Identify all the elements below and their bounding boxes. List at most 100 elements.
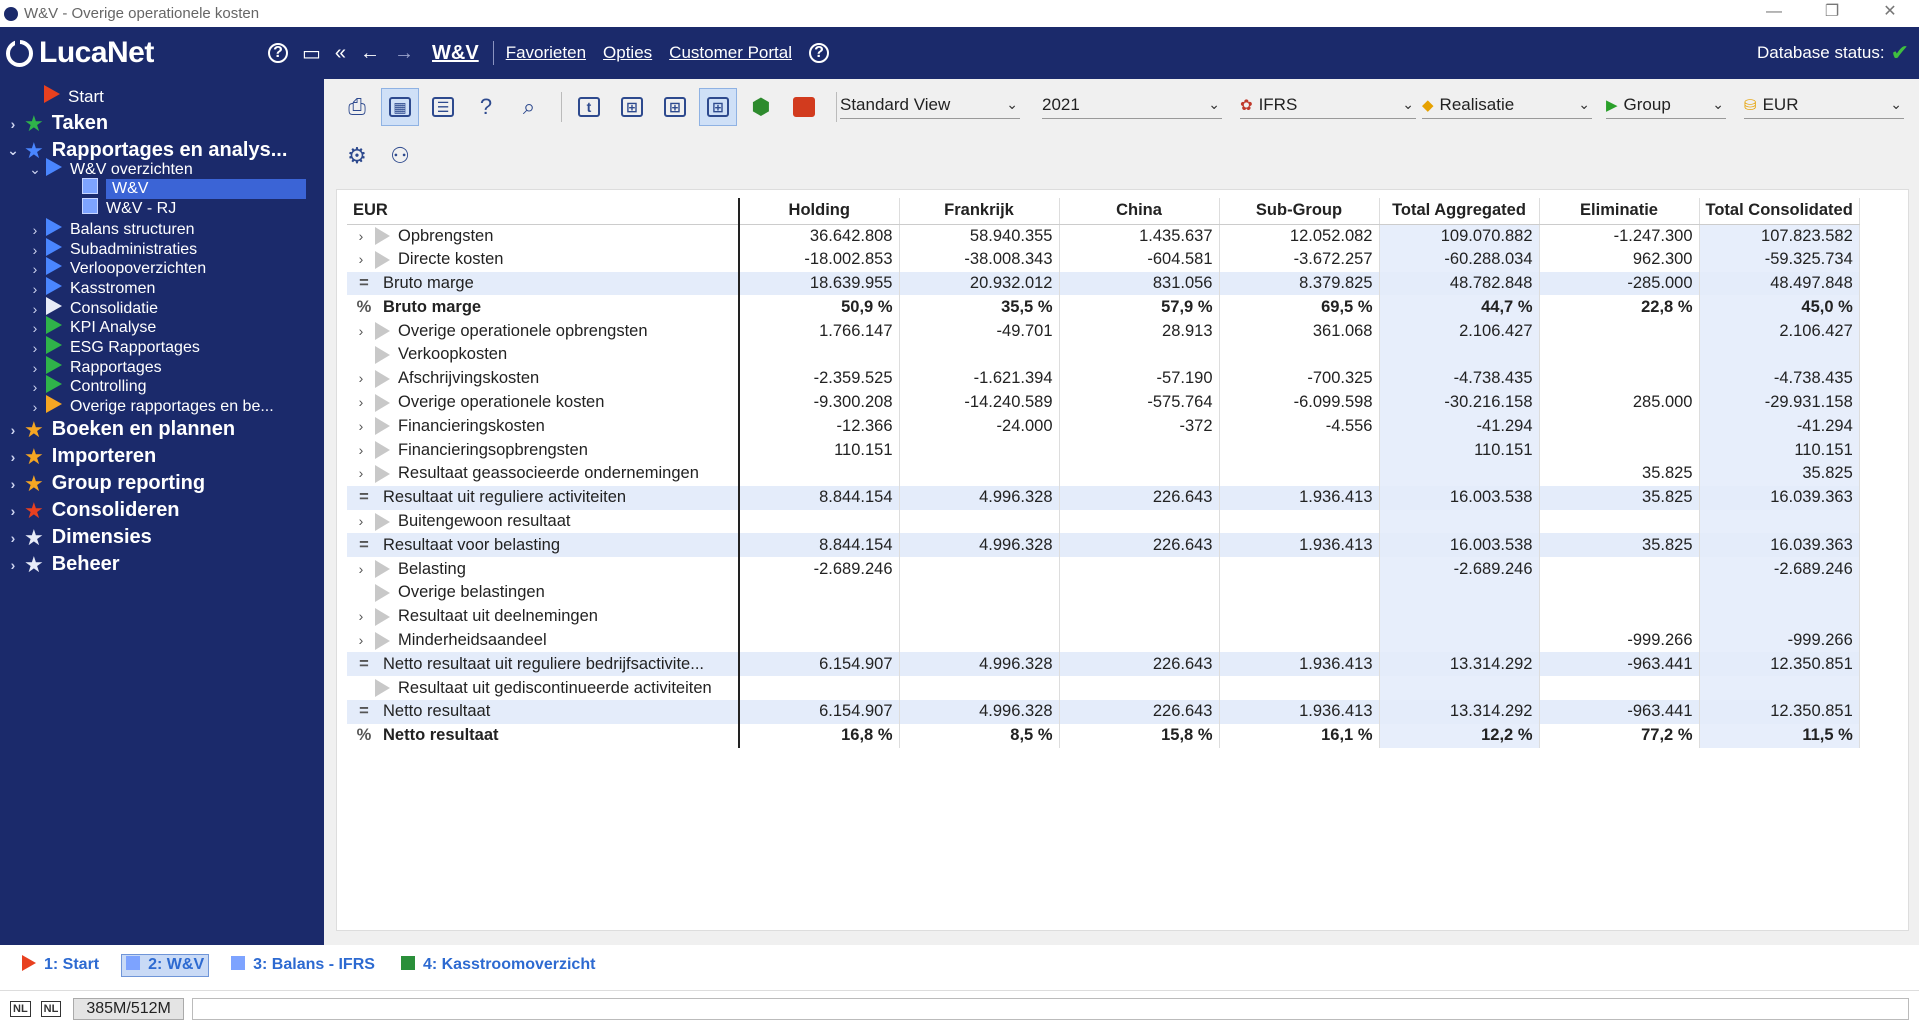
row-label-cell[interactable]: = Netto resultaat: [347, 699, 740, 724]
task-tab[interactable]: 1: Start: [18, 954, 103, 977]
help-circle-icon[interactable]: ?: [479, 94, 493, 119]
value-cell[interactable]: 13.314.292: [1379, 652, 1540, 677]
sidebar-item[interactable]: › Consolidatie: [28, 297, 158, 320]
value-cell[interactable]: 45,0 %: [1699, 295, 1860, 320]
expand-chevron-icon[interactable]: ›: [358, 322, 364, 339]
value-cell[interactable]: -60.288.034: [1379, 247, 1540, 272]
value-cell[interactable]: [739, 604, 900, 629]
value-cell[interactable]: [1699, 580, 1860, 605]
table-row[interactable]: › Belasting -2.689.246 -2.689.246 -2.689.246: [347, 557, 1860, 581]
value-cell[interactable]: -2.359.525: [739, 366, 900, 391]
expand-chevron-icon[interactable]: ›: [358, 560, 364, 577]
cube-icon[interactable]: ⬢: [751, 94, 771, 119]
table-row[interactable]: = Netto resultaat uit reguliere bedrijfsa…: [347, 652, 1860, 677]
value-cell[interactable]: [1059, 461, 1220, 486]
sidebar-item[interactable]: › Subadministraties: [28, 238, 197, 261]
chevron-icon[interactable]: ›: [32, 359, 38, 376]
table-row[interactable]: = Bruto marge 18.639.955 20.932.012 831.056 8…: [347, 271, 1860, 296]
value-cell[interactable]: -4.738.435: [1699, 366, 1860, 391]
value-cell[interactable]: 1.435.637: [1059, 224, 1220, 248]
value-cell[interactable]: -29.931.158: [1699, 390, 1860, 415]
value-cell[interactable]: 57,9 %: [1059, 295, 1220, 320]
chevron-icon[interactable]: ⌄: [29, 161, 41, 177]
value-cell[interactable]: [1219, 580, 1380, 605]
scenario-select[interactable]: ◆ Realisatie ⌄: [1422, 93, 1592, 119]
table-row[interactable]: Resultaat uit gediscontinueerde activite…: [347, 676, 1860, 700]
table-row[interactable]: › Resultaat uit deelnemingen: [347, 604, 1860, 629]
value-cell[interactable]: [1379, 628, 1540, 653]
row-label-cell[interactable]: › Directe kosten: [347, 247, 740, 272]
row-label-cell[interactable]: › Financieringsopbrengsten: [347, 438, 740, 462]
value-cell[interactable]: 4.996.328: [899, 652, 1060, 677]
value-cell[interactable]: 4.996.328: [899, 485, 1060, 510]
chevron-icon[interactable]: ›: [32, 221, 38, 238]
value-cell[interactable]: [1379, 580, 1540, 605]
value-cell[interactable]: -30.216.158: [1379, 390, 1540, 415]
value-cell[interactable]: 18.639.955: [739, 271, 900, 296]
grid-full-icon[interactable]: ⊞: [699, 88, 737, 126]
value-cell[interactable]: 110.151: [1379, 438, 1540, 462]
value-cell[interactable]: -9.300.208: [739, 390, 900, 415]
sidebar-item[interactable]: › ★ Consolideren: [6, 499, 180, 522]
value-cell[interactable]: -999.266: [1699, 628, 1860, 653]
value-cell[interactable]: [739, 628, 900, 653]
chevron-icon[interactable]: ›: [32, 339, 38, 356]
table-row[interactable]: Overige belastingen: [347, 580, 1860, 605]
column-header[interactable]: Total Consolidated: [1699, 198, 1860, 225]
chevron-icon[interactable]: ›: [32, 378, 38, 395]
value-cell[interactable]: 962.300: [1539, 247, 1700, 272]
expand-chevron-icon[interactable]: ›: [358, 370, 364, 387]
table-row[interactable]: = Resultaat voor belasting 8.844.154 4.996.…: [347, 533, 1860, 558]
value-cell[interactable]: 109.070.882: [1379, 224, 1540, 248]
sidebar-item[interactable]: › Kasstromen: [28, 277, 155, 300]
value-cell[interactable]: -2.689.246: [1379, 557, 1540, 581]
double-back-icon[interactable]: «: [334, 41, 347, 64]
row-label-cell[interactable]: › Afschrijvingskosten: [347, 366, 740, 391]
value-cell[interactable]: 22,8 %: [1539, 295, 1700, 320]
value-cell[interactable]: [1059, 509, 1220, 534]
row-label-cell[interactable]: = Netto resultaat uit reguliere bedrijfsa…: [347, 652, 740, 677]
view-select[interactable]: Standard View ⌄: [840, 93, 1020, 119]
row-label-cell[interactable]: › Financieringskosten: [347, 414, 740, 439]
value-cell[interactable]: [899, 676, 1060, 700]
value-cell[interactable]: 35,5 %: [899, 295, 1060, 320]
sidebar-item[interactable]: Start: [26, 85, 104, 108]
value-cell[interactable]: [739, 461, 900, 486]
value-cell[interactable]: -6.099.598: [1219, 390, 1380, 415]
value-cell[interactable]: [899, 557, 1060, 581]
column-header[interactable]: Total Aggregated: [1379, 198, 1540, 225]
task-tab[interactable]: 3: Balans - IFRS: [227, 955, 379, 976]
value-cell[interactable]: 16,8 %: [739, 723, 900, 748]
text-icon[interactable]: t: [570, 88, 608, 126]
row-label-cell[interactable]: Verkoopkosten: [347, 342, 740, 367]
row-label-cell[interactable]: › Opbrengsten: [347, 224, 740, 248]
help-bubble-icon[interactable]: ?: [268, 43, 288, 63]
sidebar-item[interactable]: › Overige rapportages en be...: [28, 395, 274, 418]
table-row[interactable]: › Financieringskosten -12.366 -24.000 -372 -4…: [347, 414, 1860, 439]
value-cell[interactable]: [1219, 509, 1380, 534]
row-label-cell[interactable]: Resultaat uit gediscontinueerde activite…: [347, 676, 740, 700]
column-header[interactable]: Holding: [739, 198, 900, 225]
value-cell[interactable]: -4.738.435: [1379, 366, 1540, 391]
entity-select[interactable]: ▶ Group ⌄: [1606, 93, 1726, 119]
chevron-icon[interactable]: ›: [10, 475, 16, 492]
table-row[interactable]: › Directe kosten -18.002.853 -38.008.343 -60…: [347, 247, 1860, 272]
table-row[interactable]: › Afschrijvingskosten -2.359.525 -1.621.394…: [347, 366, 1860, 391]
sidebar-item[interactable]: › KPI Analyse: [28, 316, 156, 339]
value-cell[interactable]: 110.151: [1699, 438, 1860, 462]
value-cell[interactable]: 15,8 %: [1059, 723, 1220, 748]
value-cell[interactable]: -285.000: [1539, 271, 1700, 296]
row-label-cell[interactable]: % Bruto marge: [347, 295, 740, 320]
sidebar-item[interactable]: › ★ Dimensies: [6, 526, 152, 549]
value-cell[interactable]: -999.266: [1539, 628, 1700, 653]
value-cell[interactable]: [1539, 342, 1700, 367]
table-row[interactable]: = Netto resultaat 6.154.907 4.996.328 226.64…: [347, 699, 1860, 724]
value-cell[interactable]: 226.643: [1059, 485, 1220, 510]
row-label-cell[interactable]: = Bruto marge: [347, 271, 740, 296]
value-cell[interactable]: [1699, 676, 1860, 700]
value-cell[interactable]: 361.068: [1219, 319, 1380, 343]
task-tab[interactable]: 2: W&V: [121, 953, 210, 977]
binoculars-icon[interactable]: ⚇: [390, 143, 410, 168]
value-cell[interactable]: 8.844.154: [739, 533, 900, 558]
value-cell[interactable]: 12.052.082: [1219, 224, 1380, 248]
